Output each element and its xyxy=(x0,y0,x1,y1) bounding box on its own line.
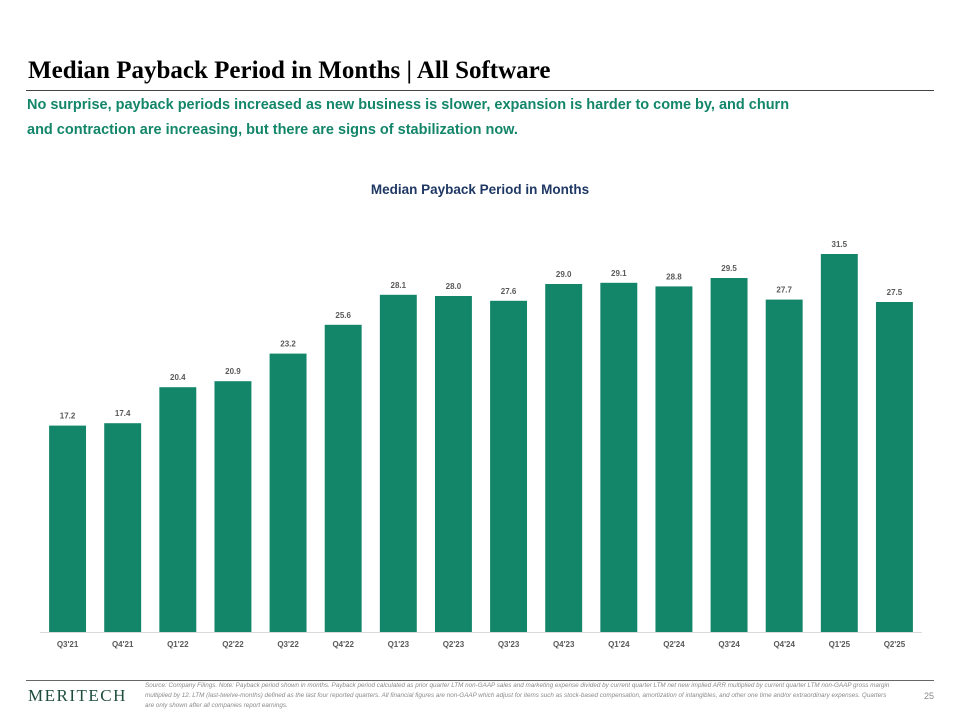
footer-divider xyxy=(26,680,934,681)
subtitle-line-1: No surprise, payback periods increased a… xyxy=(27,97,790,113)
tick-label-Q1'23: Q1'23 xyxy=(388,640,410,649)
tick-label-Q3'23: Q3'23 xyxy=(498,640,520,649)
bar-Q3'24 xyxy=(710,278,748,632)
subtitle-line-2: and contraction are increasing, but ther… xyxy=(27,122,518,138)
bar-Q2'23 xyxy=(434,296,472,632)
bar-Q2'24 xyxy=(655,286,693,632)
bar-Q3'22 xyxy=(269,353,307,632)
value-label-Q3'22: 23.2 xyxy=(280,340,296,349)
value-label-Q4'21: 17.4 xyxy=(115,409,131,418)
tick-label-Q4'23: Q4'23 xyxy=(553,640,575,649)
value-label-Q3'23: 27.6 xyxy=(501,287,517,296)
value-label-Q3'24: 29.5 xyxy=(721,264,737,273)
value-label-Q3'21: 17.2 xyxy=(60,412,76,421)
bar-Q4'22 xyxy=(324,324,362,632)
bar-Q3'23 xyxy=(490,300,528,632)
bar-Q4'21 xyxy=(104,423,142,632)
bar-Q2'22 xyxy=(214,381,252,632)
x-axis-tick-labels: Q3'21 Q4'21 Q1'22 Q2'22 Q3'22 Q4'22 Q1'23 Q2'23… xyxy=(57,640,906,649)
title-divider xyxy=(26,90,934,91)
slide-subtitle: No surprise, payback periods increased a… xyxy=(27,93,927,143)
bar-Q3'21 xyxy=(49,425,87,632)
slide-title: Median Payback Period in Months | All So… xyxy=(28,57,551,84)
source-note: Source: Company Filings. Note: Payback p… xyxy=(145,682,890,709)
bar-Q2'25 xyxy=(875,302,913,632)
payback-bar-chart: 17.2 17.4 20.4 20.9 23.2 25.6 28.1 28.0 27.6 29.0… xyxy=(40,240,922,649)
bar-Q1'24 xyxy=(600,282,638,632)
bar-Q1'25 xyxy=(820,254,858,632)
bar-series xyxy=(49,254,913,632)
tick-label-Q3'22: Q3'22 xyxy=(277,640,299,649)
value-label-Q1'23: 28.1 xyxy=(391,281,407,290)
tick-label-Q1'25: Q1'25 xyxy=(829,640,851,649)
tick-label-Q4'21: Q4'21 xyxy=(112,640,134,649)
tick-label-Q2'22: Q2'22 xyxy=(222,640,244,649)
value-label-Q2'23: 28.0 xyxy=(446,282,462,291)
bar-Q4'23 xyxy=(545,284,583,632)
value-label-Q2'24: 28.8 xyxy=(666,272,682,281)
value-label-Q2'22: 20.9 xyxy=(225,367,241,376)
data-labels: 17.2 17.4 20.4 20.9 23.2 25.6 28.1 28.0 27.6 29.0… xyxy=(60,240,903,421)
tick-label-Q2'23: Q2'23 xyxy=(443,640,465,649)
tick-label-Q4'22: Q4'22 xyxy=(332,640,354,649)
value-label-Q1'24: 29.1 xyxy=(611,269,627,278)
bar-Q4'24 xyxy=(765,299,803,632)
value-label-Q4'23: 29.0 xyxy=(556,270,572,279)
tick-label-Q1'22: Q1'22 xyxy=(167,640,189,649)
meritech-logo: MERITECH xyxy=(28,686,127,705)
tick-label-Q4'24: Q4'24 xyxy=(773,640,795,649)
page-number: 25 xyxy=(923,691,934,701)
tick-label-Q2'25: Q2'25 xyxy=(884,640,906,649)
tick-label-Q3'24: Q3'24 xyxy=(718,640,740,649)
chart-title: Median Payback Period in Months xyxy=(370,182,590,197)
bar-Q1'23 xyxy=(379,294,417,632)
value-label-Q4'22: 25.6 xyxy=(335,311,351,320)
tick-label-Q3'21: Q3'21 xyxy=(57,640,79,649)
bar-Q1'22 xyxy=(159,387,197,632)
value-label-Q1'22: 20.4 xyxy=(170,373,186,382)
value-label-Q1'25: 31.5 xyxy=(832,240,848,249)
value-label-Q4'24: 27.7 xyxy=(776,286,792,295)
tick-label-Q1'24: Q1'24 xyxy=(608,640,630,649)
tick-label-Q2'24: Q2'24 xyxy=(663,640,685,649)
value-label-Q2'25: 27.5 xyxy=(887,288,903,297)
